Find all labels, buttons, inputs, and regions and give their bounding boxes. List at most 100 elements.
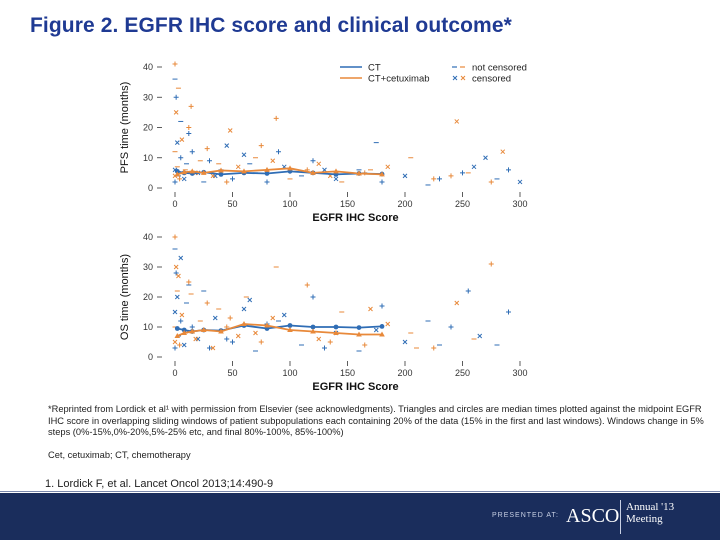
x-tick-label: 200 xyxy=(397,368,412,378)
data-point-uncensored xyxy=(362,342,368,348)
data-point-uncensored xyxy=(327,339,333,345)
data-point-uncensored xyxy=(230,339,235,345)
legend-label-cet: CT+cetuximab xyxy=(368,74,430,85)
median-marker-ct xyxy=(310,324,316,330)
data-point-censored xyxy=(235,333,241,339)
median-marker-cet xyxy=(189,168,196,174)
y-tick-label: 20 xyxy=(143,123,153,133)
data-point-censored xyxy=(235,164,241,170)
x-tick-label: 250 xyxy=(455,199,470,209)
data-point-uncensored xyxy=(173,94,179,100)
y-tick-label: 0 xyxy=(148,183,153,193)
data-point-censored xyxy=(176,273,181,279)
data-point-censored xyxy=(454,300,460,306)
data-point-uncensored xyxy=(431,345,437,351)
meeting-line-1: Annual '13 xyxy=(626,501,675,513)
data-point-uncensored xyxy=(258,339,264,345)
data-point-censored xyxy=(373,327,379,333)
median-marker-cet xyxy=(310,169,316,175)
data-point-uncensored xyxy=(506,167,511,173)
x-tick-label: 50 xyxy=(227,368,237,378)
data-point-censored xyxy=(224,143,230,149)
data-point-uncensored xyxy=(172,179,178,185)
median-marker-ct xyxy=(174,168,180,174)
data-point-uncensored xyxy=(204,146,210,152)
x-tick-label: 300 xyxy=(512,368,527,378)
y-tick-label: 40 xyxy=(143,232,153,242)
data-point-uncensored xyxy=(379,179,385,185)
data-point-censored xyxy=(471,164,477,170)
x-tick-label: 100 xyxy=(282,199,297,209)
median-marker-ct xyxy=(356,325,362,330)
data-point-uncensored xyxy=(186,279,192,285)
median-marker-ct xyxy=(218,171,224,177)
data-point-uncensored xyxy=(264,179,270,185)
data-point-censored xyxy=(253,330,258,336)
data-point-uncensored xyxy=(488,261,494,267)
x-axis-label: EGFR IHC Score xyxy=(312,212,398,224)
data-point-uncensored xyxy=(460,170,465,176)
y-tick-label: 10 xyxy=(143,153,153,163)
data-point-uncensored xyxy=(230,176,235,182)
data-point-censored xyxy=(212,315,218,321)
data-point-uncensored xyxy=(258,143,264,149)
y-tick-label: 40 xyxy=(143,62,153,72)
data-point-censored xyxy=(178,255,184,261)
data-point-uncensored xyxy=(172,345,178,351)
legend-symbol-censored-cet xyxy=(460,75,466,81)
chart-panel-1: 0 10 20 30 40 0 50 100 150 200 250 300 EGFR IHC Scor… xyxy=(119,61,528,224)
data-point-uncensored xyxy=(304,282,310,288)
data-point-uncensored xyxy=(227,315,233,321)
data-point-uncensored xyxy=(224,179,230,185)
data-point-censored xyxy=(483,155,488,161)
data-point-uncensored xyxy=(178,318,184,324)
data-point-censored xyxy=(316,161,322,167)
data-point-uncensored xyxy=(186,125,192,130)
y-tick-label: 20 xyxy=(143,292,153,302)
legend-label-not-censored: not censored xyxy=(472,63,527,74)
median-marker-cet xyxy=(333,168,339,174)
data-point-censored xyxy=(454,119,460,124)
median-marker-cet xyxy=(218,167,224,173)
legend-symbol-censored-ct xyxy=(452,75,458,81)
x-tick-label: 150 xyxy=(340,368,355,378)
median-marker-cet xyxy=(264,166,270,172)
data-point-uncensored xyxy=(276,149,281,155)
median-marker-cet xyxy=(174,171,181,177)
median-marker-cet xyxy=(287,165,293,171)
data-point-censored xyxy=(385,164,391,170)
data-point-censored xyxy=(385,321,391,327)
x-axis-label: EGFR IHC Score xyxy=(312,381,398,393)
data-point-uncensored xyxy=(172,61,178,67)
median-marker-cet xyxy=(287,327,293,332)
median-marker-ct xyxy=(287,323,293,328)
data-point-censored xyxy=(173,110,179,115)
data-point-uncensored xyxy=(178,155,184,161)
median-marker-ct xyxy=(333,324,339,330)
data-point-uncensored xyxy=(310,294,316,300)
data-point-censored xyxy=(368,306,373,312)
median-marker-cet xyxy=(241,168,247,174)
data-point-censored xyxy=(227,128,233,133)
footer-separator xyxy=(0,491,720,492)
data-point-uncensored xyxy=(224,336,230,342)
y-axis-label: OS time (months) xyxy=(119,254,131,340)
data-point-censored xyxy=(500,149,506,155)
data-point-uncensored xyxy=(177,342,183,348)
median-marker-cet xyxy=(310,328,316,334)
median-marker-cet xyxy=(333,330,339,335)
data-point-uncensored xyxy=(204,300,210,306)
median-marker-ct xyxy=(264,171,270,176)
presented-at-label: PRESENTED AT: xyxy=(492,512,559,519)
median-marker-cet xyxy=(264,322,270,328)
median-marker-cet xyxy=(356,331,362,337)
x-tick-label: 200 xyxy=(397,199,412,209)
data-point-uncensored xyxy=(186,131,192,137)
median-marker-cet xyxy=(379,331,385,337)
x-tick-label: 150 xyxy=(340,199,355,209)
data-point-uncensored xyxy=(431,176,437,182)
data-point-censored xyxy=(247,297,253,303)
chart-panel-2: 0 10 20 30 40 0 50 100 150 200 250 300 EGFR IHC Scor… xyxy=(119,232,528,393)
data-point-uncensored xyxy=(310,158,316,164)
